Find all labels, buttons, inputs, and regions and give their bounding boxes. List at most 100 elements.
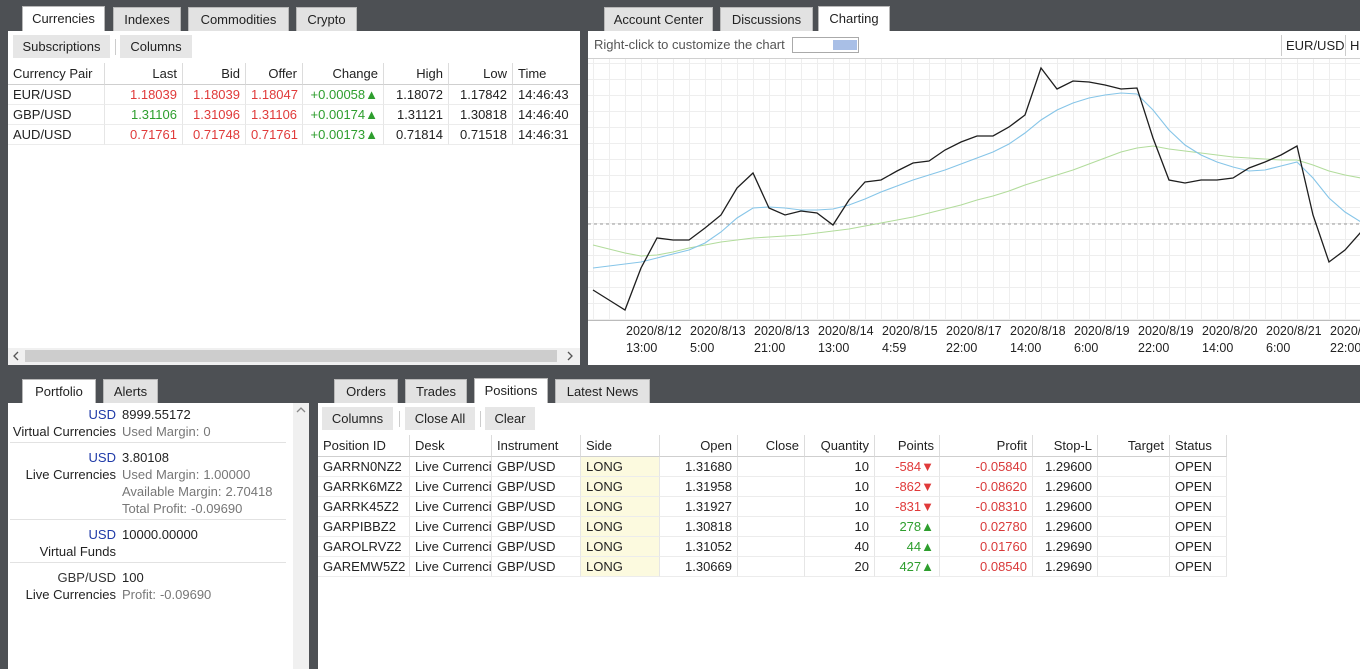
portfolio-detail: Used Margin: 1.00000 <box>122 466 250 483</box>
x-tick-label: 2020/8/21 22:00 <box>1330 324 1360 355</box>
tab[interactable]: Positions <box>474 378 548 403</box>
separator <box>480 411 481 427</box>
x-tick-label: 2020/8/13 21:00 <box>754 324 810 355</box>
button[interactable]: Clear <box>485 407 535 430</box>
scrollbar[interactable] <box>8 348 580 365</box>
tab[interactable]: Commodities <box>188 7 289 31</box>
table-cell: GBP/USD <box>492 497 581 517</box>
x-tick-label: 2020/8/19 22:00 <box>1138 324 1194 355</box>
tab[interactable]: Latest News <box>555 379 650 403</box>
table-cell: GBP/USD <box>492 477 581 497</box>
table-cell: +0.00174▲ <box>303 105 384 125</box>
table-cell: 1.17842 <box>449 85 513 105</box>
table-cell: 1.29600 <box>1033 457 1098 477</box>
table-cell: Live Currencies <box>410 517 492 537</box>
x-axis-labels: 2020/8/12 13:00 2020/8/13 5:00 2020/8/13 2… <box>626 324 1360 355</box>
table-cell: Live Currencies <box>410 497 492 517</box>
currencies-pane <box>8 31 580 365</box>
table-cell: +0.00058▲ <box>303 85 384 105</box>
column-header: Target <box>1098 435 1170 457</box>
tab[interactable]: Currencies <box>22 6 105 31</box>
table-cell: GARPIBBZ2 <box>318 517 410 537</box>
portfolio-account: Live Currencies <box>25 467 116 482</box>
tab[interactable]: Orders <box>334 379 398 403</box>
table-cell: EUR/USD <box>8 85 105 105</box>
table-cell: -0.05840 <box>940 457 1033 477</box>
table-cell: Live Currencies <box>410 477 492 497</box>
table-cell: GBP/USD <box>492 457 581 477</box>
separator <box>115 39 116 55</box>
table-cell: GBP/USD <box>492 557 581 577</box>
table-cell <box>1098 477 1170 497</box>
column-header: Time <box>513 63 580 85</box>
scroll-up[interactable] <box>296 406 306 414</box>
portfolio-account: Virtual Currencies <box>12 424 116 439</box>
chart-symbol[interactable]: EUR/USD <box>1286 38 1345 53</box>
x-tick-label: 2020/8/20 14:00 <box>1202 324 1258 355</box>
column-header: Side <box>581 435 660 457</box>
table-cell: 1.29600 <box>1033 497 1098 517</box>
x-tick-label: 2020/8/18 14:00 <box>1010 324 1066 355</box>
table-cell: Live Currencies <box>410 557 492 577</box>
tab[interactable]: Portfolio <box>22 379 96 404</box>
chart-input[interactable] <box>792 37 859 53</box>
portfolio-account: Virtual Funds <box>39 544 116 559</box>
button[interactable]: Columns <box>120 35 192 58</box>
table-cell: 1.31121 <box>384 105 449 125</box>
table-cell: 44▲ <box>875 537 940 557</box>
table-cell: LONG <box>581 477 660 497</box>
tab[interactable]: Indexes <box>113 7 181 31</box>
tab[interactable]: Trades <box>405 379 467 403</box>
table-cell: 0.01760 <box>940 537 1033 557</box>
table-cell: 0.71814 <box>384 125 449 145</box>
scroll-left[interactable] <box>11 351 21 361</box>
table-cell: -584▼ <box>875 457 940 477</box>
input-fill <box>833 40 857 50</box>
table-cell: 0.71748 <box>183 125 246 145</box>
table-cell: 1.29690 <box>1033 557 1098 577</box>
table-cell: GAROLRVZ2 <box>318 537 410 557</box>
table-cell: 0.02780 <box>940 517 1033 537</box>
table-cell: AUD/USD <box>8 125 105 145</box>
portfolio-detail: Available Margin: 2.70418 <box>122 483 272 500</box>
price-line <box>592 145 1360 257</box>
tab[interactable]: Crypto <box>296 7 357 31</box>
column-header: Close <box>738 435 805 457</box>
portfolio-currency: USD <box>88 527 116 542</box>
table-cell: Live Currencies <box>410 537 492 557</box>
table-cell: 0.71761 <box>105 125 183 145</box>
table-cell: 14:46:31 <box>513 125 580 145</box>
tab[interactable]: Alerts <box>103 379 158 403</box>
detail-label: Used Margin: <box>122 424 200 439</box>
x-tick-label: 2020/8/19 6:00 <box>1074 324 1130 355</box>
detail-label: Used Margin: <box>122 467 200 482</box>
tab[interactable]: Discussions <box>720 7 813 31</box>
chart-hint: Right-click to customize the chart <box>594 37 785 52</box>
table-cell: 278▲ <box>875 517 940 537</box>
table-cell: 1.18039 <box>105 85 183 105</box>
table-cell: 1.18072 <box>384 85 449 105</box>
scrollbar[interactable] <box>293 403 309 669</box>
table-cell: LONG <box>581 557 660 577</box>
tab[interactable]: Charting <box>818 6 890 31</box>
button[interactable]: Columns <box>322 407 393 430</box>
divider <box>10 442 286 443</box>
x-tick-label: 2020/8/14 13:00 <box>818 324 874 355</box>
table-cell: 1.31927 <box>660 497 738 517</box>
table-cell <box>1098 457 1170 477</box>
table-cell: 1.18047 <box>246 85 303 105</box>
scroll-right[interactable] <box>565 351 575 361</box>
detail-value: 0 <box>203 424 211 439</box>
button[interactable]: Close All <box>405 407 475 430</box>
chart-period[interactable]: H <box>1350 38 1360 53</box>
table-cell: GBP/USD <box>8 105 105 125</box>
divider <box>10 562 286 563</box>
button[interactable]: Subscriptions <box>13 35 110 58</box>
table-cell <box>1098 517 1170 537</box>
scroll-thumb[interactable] <box>25 350 557 362</box>
table-cell: 14:46:40 <box>513 105 580 125</box>
table-cell: LONG <box>581 457 660 477</box>
table-cell <box>738 517 805 537</box>
tab[interactable]: Account Center <box>604 7 713 31</box>
